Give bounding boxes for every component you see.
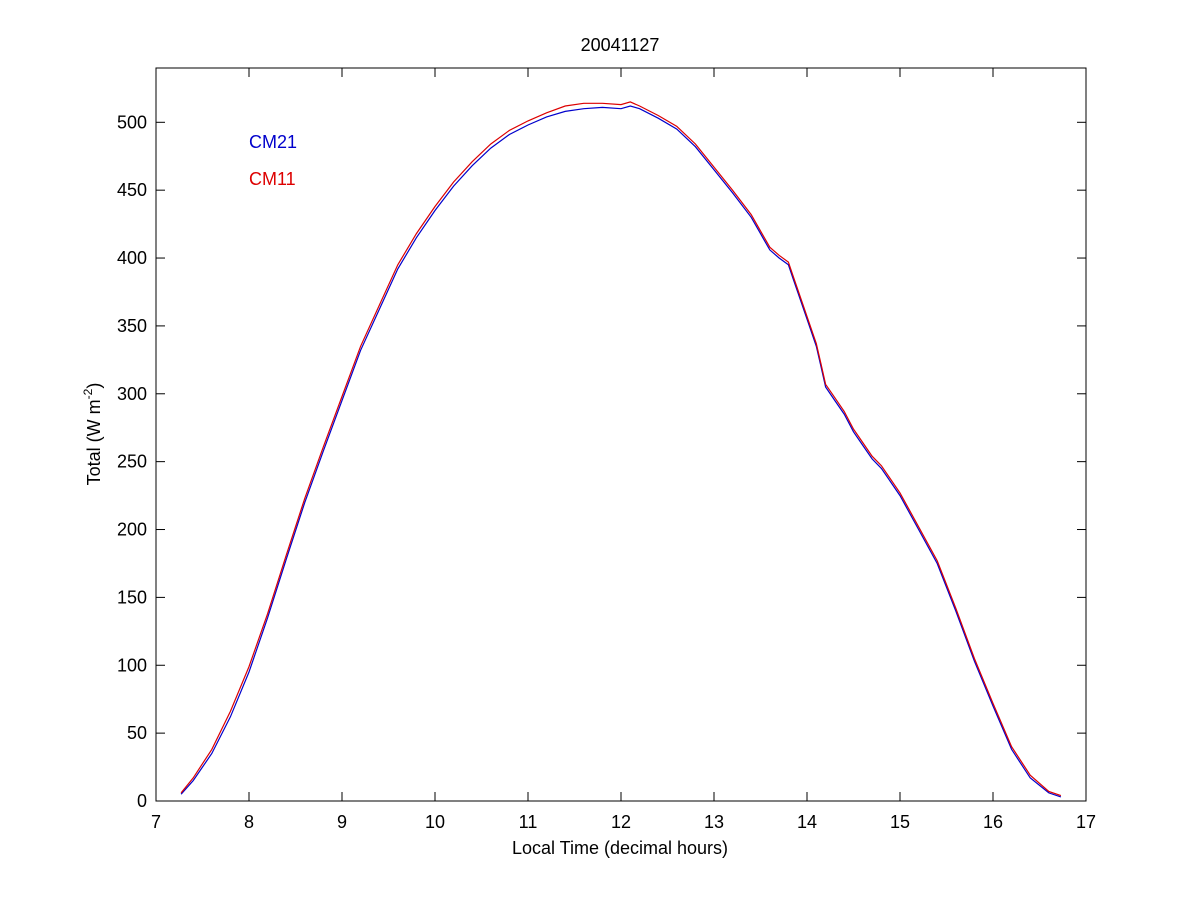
y-axis-label: Total (W m-2) xyxy=(81,383,104,486)
y-axis-label-exponent: -2 xyxy=(81,388,95,399)
x-tick-label: 7 xyxy=(151,812,161,832)
x-tick-label: 16 xyxy=(983,812,1003,832)
y-tick-label: 350 xyxy=(117,316,147,336)
x-tick-label: 14 xyxy=(797,812,817,832)
y-tick-label: 150 xyxy=(117,587,147,607)
x-axis-label: Local Time (decimal hours) xyxy=(512,838,728,858)
series-line-cm21 xyxy=(180,105,1062,798)
plot-area: 7 8 9 10 11 12 13 14 15 16 17 0 50 100 150 200 250 300 350… xyxy=(117,67,1096,832)
x-tick-label: 9 xyxy=(337,812,347,832)
x-tick-label: 11 xyxy=(519,812,538,832)
x-tick-label: 12 xyxy=(611,812,631,832)
y-tick-label: 400 xyxy=(117,248,147,268)
x-tick-label: 13 xyxy=(704,812,724,832)
series-line-cm11 xyxy=(180,101,1062,797)
y-tick-label: 300 xyxy=(117,384,147,404)
y-tick-label: 450 xyxy=(117,180,147,200)
y-tick-label: 500 xyxy=(117,112,147,132)
chart-title: 20041127 xyxy=(581,35,660,55)
y-tick-label: 200 xyxy=(117,520,147,540)
x-tick-label: 8 xyxy=(244,812,254,832)
x-tick-label: 15 xyxy=(890,812,910,832)
y-tick-label: 250 xyxy=(117,452,147,472)
y-tick-label: 50 xyxy=(127,723,147,743)
y-axis-label-main: Total (W m xyxy=(84,399,104,485)
y-tick-label: 100 xyxy=(117,655,147,675)
x-tick-label: 10 xyxy=(425,812,445,832)
y-tick-label: 0 xyxy=(137,791,147,811)
x-tick-label: 17 xyxy=(1076,812,1096,832)
legend-label-cm11: CM11 xyxy=(249,169,296,189)
legend-label-cm21: CM21 xyxy=(249,132,297,152)
y-axis-label-end: ) xyxy=(84,383,104,389)
